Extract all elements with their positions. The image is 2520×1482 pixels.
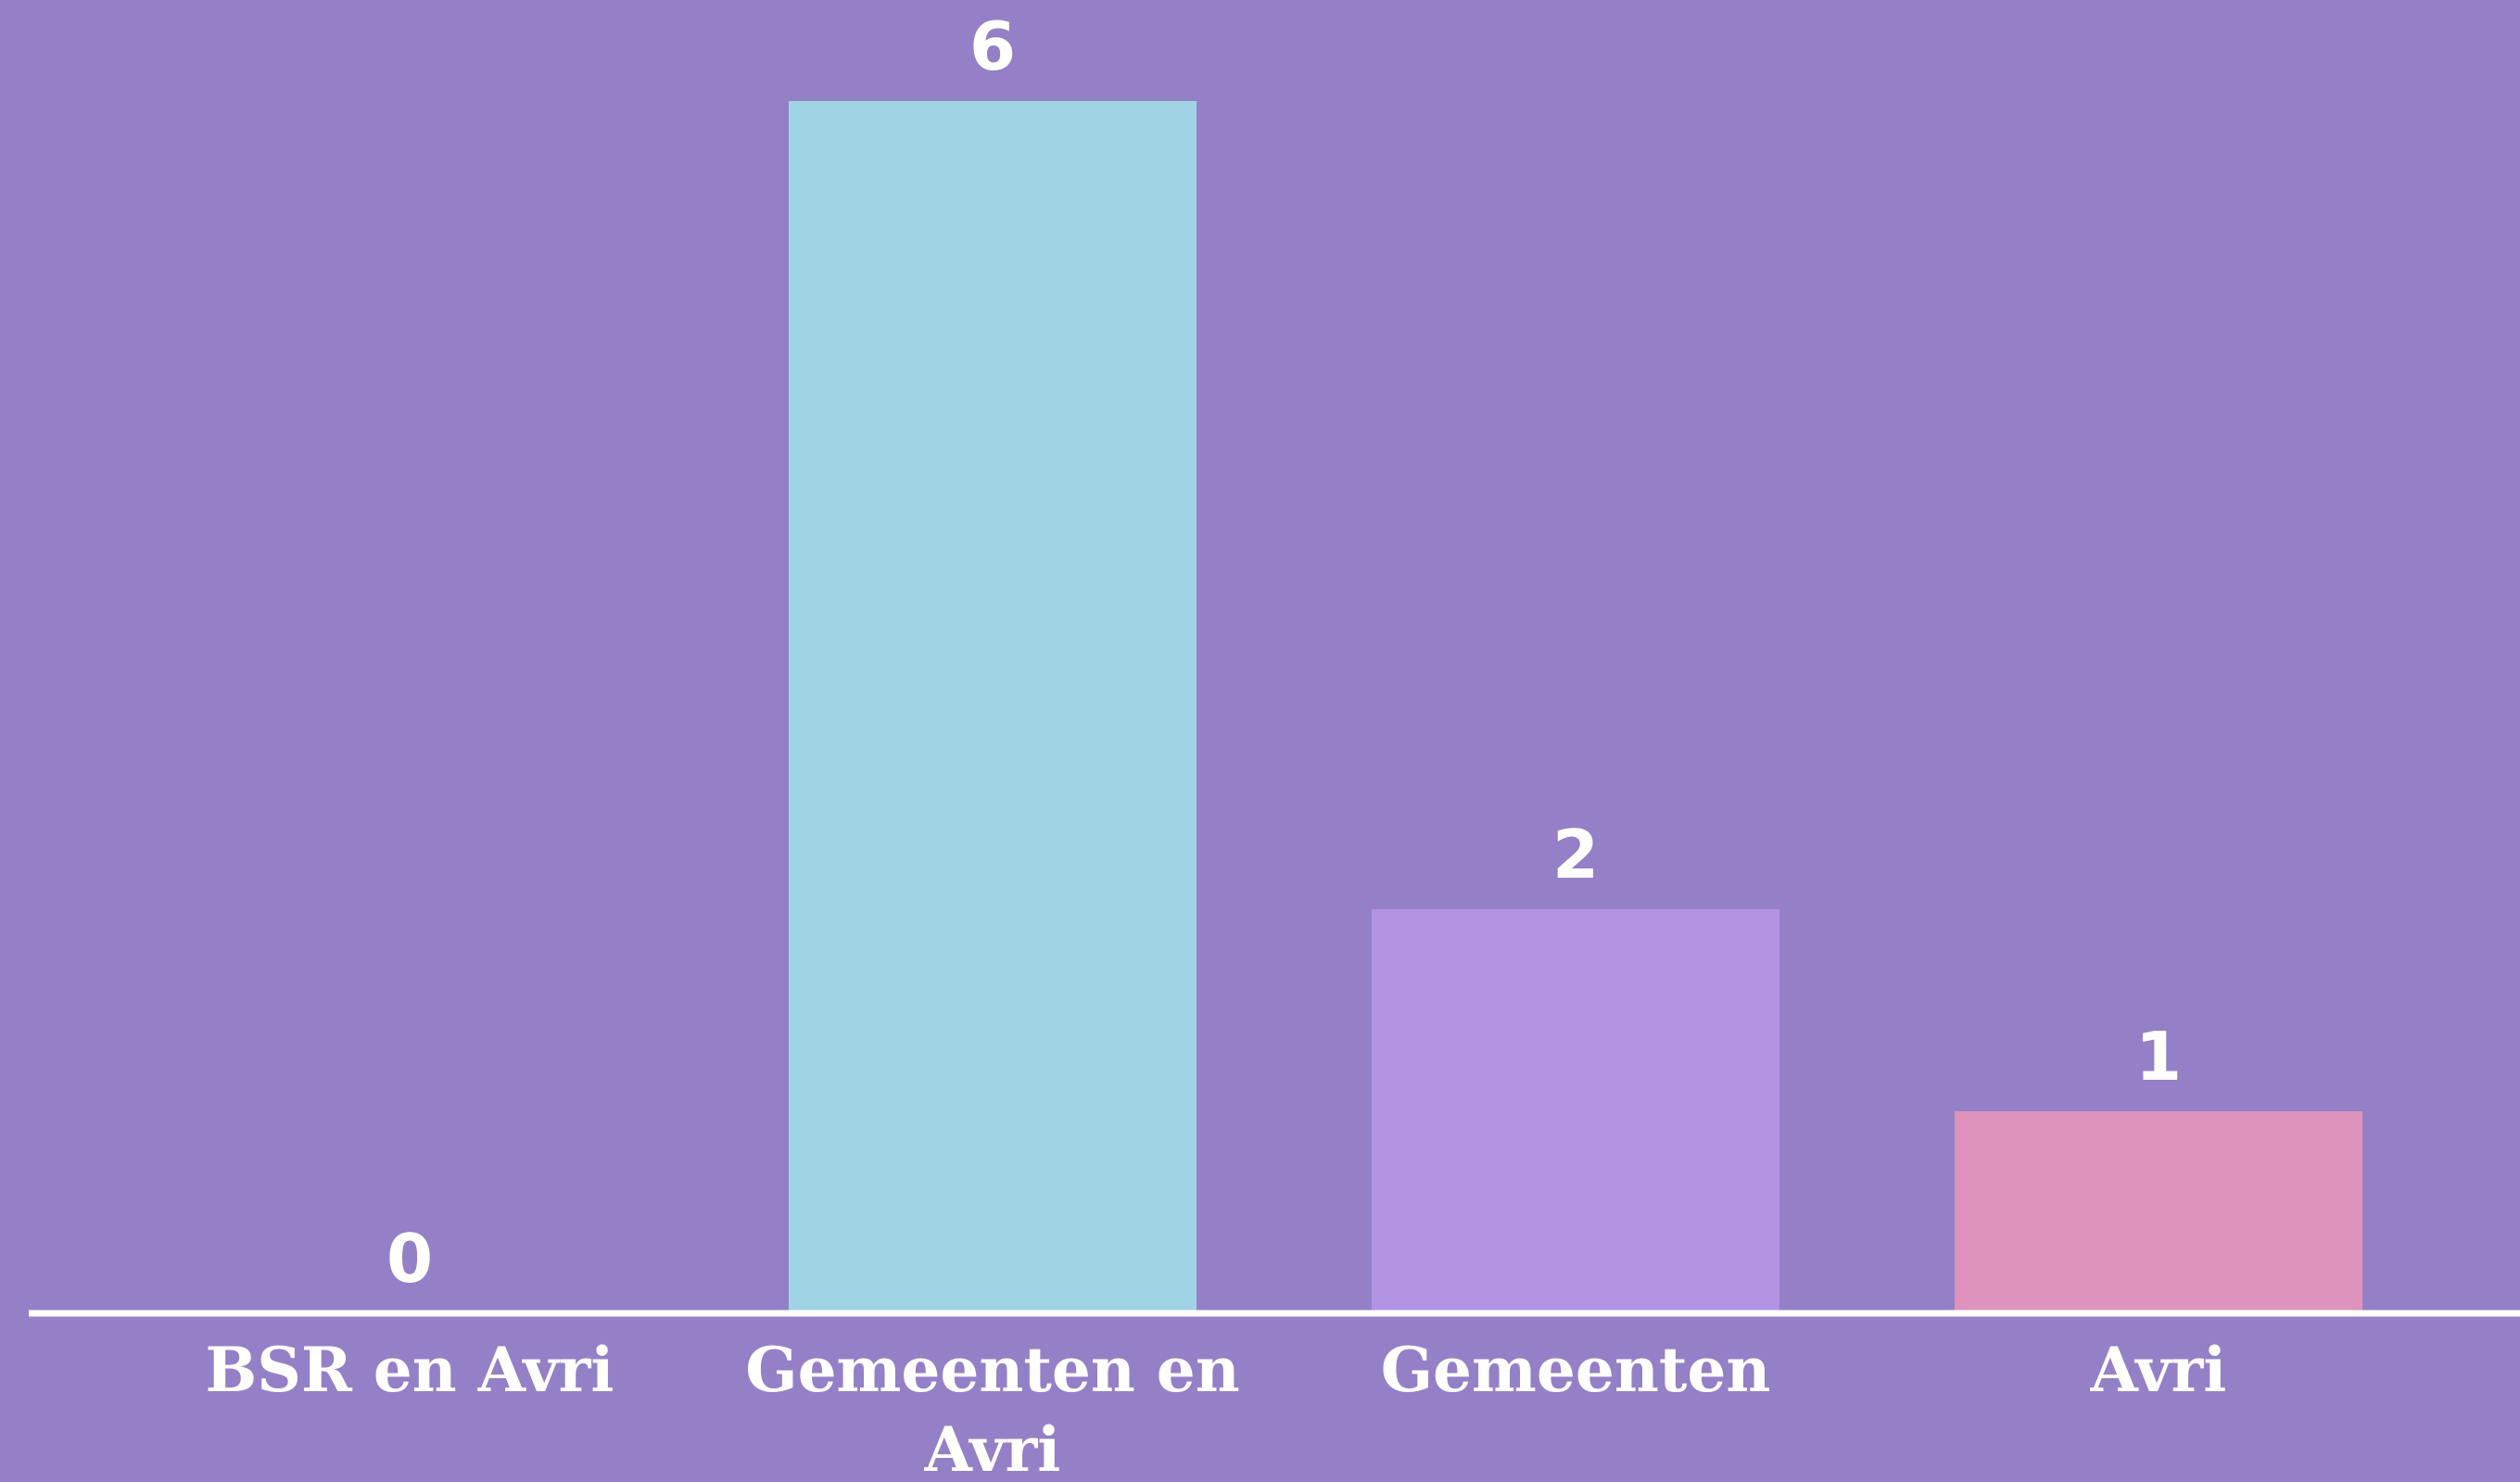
bar: [1372, 909, 1779, 1313]
bar: [789, 101, 1197, 1313]
x-tick-label: BSR en Avri: [205, 1334, 614, 1406]
bar: [1955, 1111, 2362, 1313]
x-tick-label: Gemeenten en Avri: [745, 1334, 1240, 1482]
value-label: 2: [1552, 816, 1599, 893]
value-label: 6: [969, 7, 1016, 85]
x-tick-label: Gemeenten: [1380, 1334, 1771, 1406]
value-label: 0: [386, 1220, 433, 1298]
value-label: 1: [2135, 1018, 2182, 1096]
x-tick-label: Avri: [2090, 1334, 2227, 1406]
